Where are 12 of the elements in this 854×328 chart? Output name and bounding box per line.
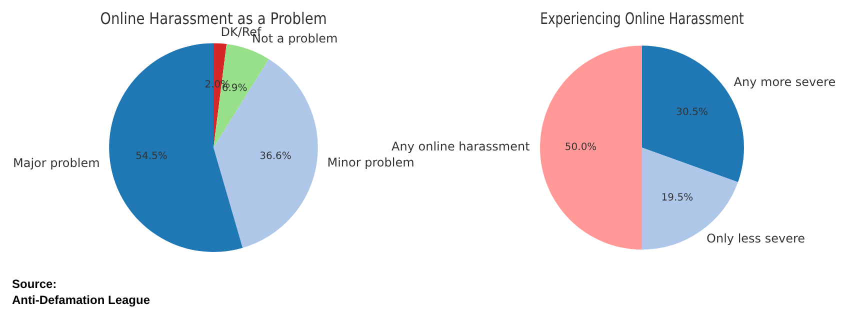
chart-title: Experiencing Online Harassment [540, 10, 744, 28]
data-label: 19.5% [661, 192, 694, 204]
data-label: 54.5% [136, 151, 168, 162]
slice-label: Any more severe [734, 75, 836, 90]
slice-label: Major problem [13, 156, 100, 170]
slice-label: Minor problem [327, 156, 414, 170]
source-note: Source: Anti-Defamation League [12, 276, 150, 308]
data-label: 36.6% [260, 150, 292, 162]
data-label: 30.5% [676, 107, 708, 118]
slice-label: Only less severe [706, 232, 806, 246]
data-label: 50.0% [564, 142, 597, 154]
slice-label: Any online harassment [392, 140, 530, 154]
